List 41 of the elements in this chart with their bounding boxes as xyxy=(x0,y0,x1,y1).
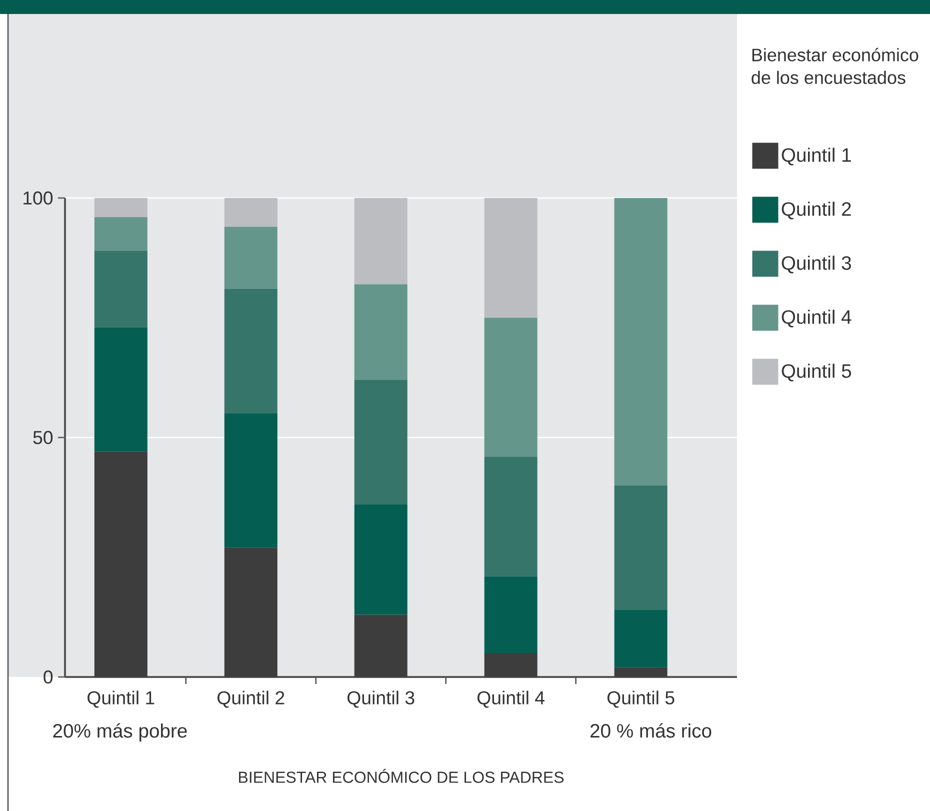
bar xyxy=(614,485,668,610)
x-tick-label: Quintil 3 xyxy=(348,690,414,708)
bar xyxy=(94,327,148,452)
legend-label: Quintil 5 xyxy=(782,364,852,382)
legend-label: Quintil 4 xyxy=(782,310,852,328)
x-axis-title: BIENESTAR ECONÓMICO DE LOS PADRES xyxy=(239,768,564,783)
x-tick-label: Quintil 1 xyxy=(88,690,154,708)
bar xyxy=(94,198,148,218)
bar xyxy=(224,226,278,290)
text: 20% más pobre xyxy=(53,723,187,742)
bar xyxy=(354,284,408,380)
bar xyxy=(614,667,668,677)
bar xyxy=(94,250,148,328)
bar xyxy=(224,289,278,414)
bar xyxy=(354,380,408,505)
bar xyxy=(614,198,668,486)
bar xyxy=(224,414,278,548)
legend-label: Quintil 1 xyxy=(782,148,851,166)
bar xyxy=(354,198,408,284)
legend-title: Bienestar económico de los encuestados xyxy=(752,48,918,84)
bar xyxy=(354,614,408,677)
bar xyxy=(94,452,148,677)
legend-label: Quintil 3 xyxy=(782,256,851,274)
bar xyxy=(94,217,148,251)
bar xyxy=(614,610,668,668)
text: 20 % más rico xyxy=(590,723,712,738)
bar xyxy=(484,456,538,576)
bar xyxy=(484,318,538,457)
y-tick-label: 100 xyxy=(24,191,53,205)
bar xyxy=(224,548,278,677)
bar xyxy=(354,504,408,615)
x-tick-label: Quintil 4 xyxy=(477,690,544,708)
bar xyxy=(484,653,538,677)
y-tick-label: 50 xyxy=(33,430,53,444)
x-tick-label: Quintil 5 xyxy=(607,690,674,708)
bar xyxy=(224,198,278,227)
x-tick-label: Quintil 2 xyxy=(218,690,284,708)
legend-label: Quintil 2 xyxy=(782,202,851,220)
bar xyxy=(484,576,538,654)
bar xyxy=(484,198,538,318)
y-tick-label: 0 xyxy=(44,670,53,684)
